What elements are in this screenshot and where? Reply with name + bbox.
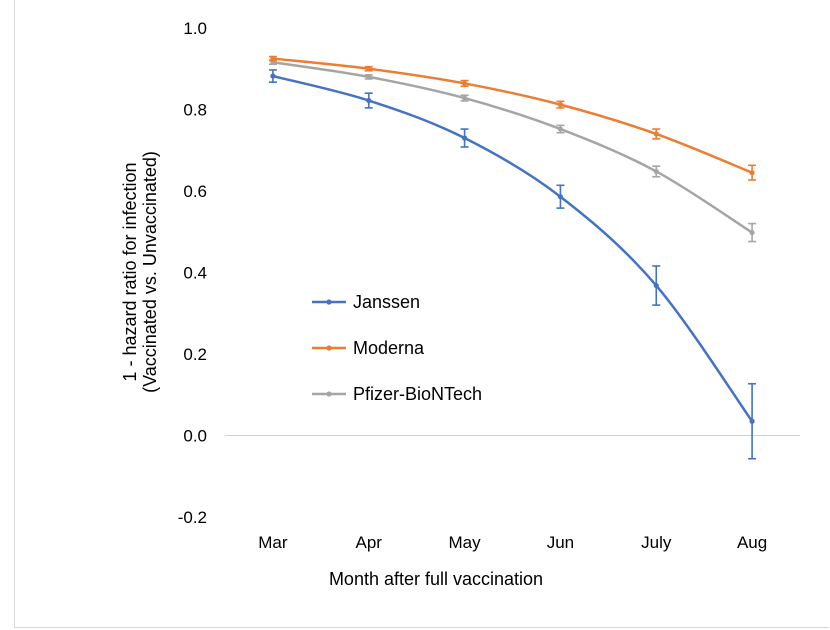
data-point	[461, 95, 468, 101]
y-tick-label: 0.0	[183, 427, 207, 446]
y-tick-label: 1.0	[183, 19, 207, 38]
x-tick-labels: Mar Apr May Jun July Aug	[258, 533, 767, 552]
data-point	[557, 194, 564, 200]
y-axis-title-line1: 1 - hazard ratio for infection	[120, 162, 140, 381]
y-tick-label: 0.8	[183, 101, 207, 120]
y-tick-label: 0.4	[183, 264, 207, 283]
legend-item-janssen: Janssen	[312, 292, 420, 312]
y-axis-title-line2: (Vaccinated vs. Unvaccinated)	[140, 151, 160, 393]
x-tick-label: July	[641, 533, 672, 552]
data-point	[749, 229, 755, 236]
legend-label: Pfizer-BioNTech	[353, 384, 482, 404]
series-line-moderna	[272, 57, 753, 174]
data-point	[366, 66, 372, 72]
data-point	[461, 80, 468, 87]
y-tick-label: 0.2	[183, 345, 207, 364]
legend-label: Janssen	[353, 292, 420, 312]
legend-item-moderna: Moderna	[312, 338, 425, 358]
chart-frame	[14, 0, 829, 628]
data-point	[366, 74, 372, 80]
data-point	[270, 55, 276, 62]
x-tick-label: Jun	[547, 533, 574, 552]
data-point	[557, 102, 564, 108]
legend-marker	[326, 299, 332, 305]
x-tick-label: Mar	[258, 533, 288, 552]
series-janssen	[268, 69, 757, 460]
data-point	[749, 418, 755, 424]
legend-item-pfizer-biontech: Pfizer-BioNTech	[312, 384, 482, 404]
x-axis-title: Month after full vaccination	[329, 569, 543, 589]
data-point	[749, 170, 755, 176]
series-moderna	[268, 55, 757, 181]
data-point	[653, 131, 659, 137]
data-point	[653, 282, 659, 289]
y-tick-label: 0.6	[183, 182, 207, 201]
legend-label: Moderna	[353, 338, 425, 358]
series-pfizer-biontech	[268, 59, 757, 243]
data-point	[270, 73, 276, 79]
data-point	[366, 97, 372, 104]
data-point	[653, 168, 659, 175]
y-tick-label: -0.2	[178, 508, 207, 527]
legend-marker	[326, 391, 332, 397]
legend: Janssen Moderna Pfizer-BioNTech	[312, 292, 482, 404]
data-point	[557, 126, 564, 132]
x-tick-label: Apr	[356, 533, 383, 552]
series-layer	[268, 55, 757, 460]
x-tick-label: Aug	[737, 533, 767, 552]
legend-marker	[326, 345, 332, 351]
y-tick-labels: 1.0 0.8 0.6 0.4 0.2 0.0 -0.2	[178, 19, 207, 527]
series-line-pfizer-biontech	[272, 60, 753, 234]
data-point	[461, 135, 468, 141]
series-line-janssen	[272, 74, 754, 422]
x-tick-label: May	[449, 533, 482, 552]
